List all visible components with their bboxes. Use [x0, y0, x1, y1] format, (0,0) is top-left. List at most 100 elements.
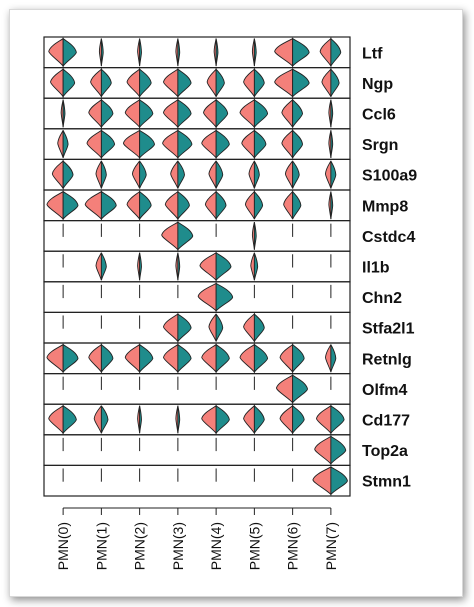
- violin-left-Srgn-5: [241, 129, 255, 160]
- x-tick-label-3: PMN(3): [170, 522, 186, 570]
- figure-card: [9, 9, 463, 597]
- violin-left-Ccl6-2: [124, 98, 141, 129]
- violin-right-Cstdc4-5: [253, 222, 257, 250]
- gene-label-Ccl6: Ccl6: [362, 107, 396, 124]
- x-tick-label-0: PMN(0): [55, 522, 71, 570]
- violin-left-Ngp-4: [206, 67, 217, 97]
- violin-left-Retnlg-0: [46, 343, 64, 374]
- violin-left-Ccl6-4: [203, 98, 217, 129]
- violin-left-Cstdc4-3: [161, 221, 179, 251]
- gene-label-Il1b: Il1b: [362, 260, 390, 277]
- gene-label-Retnlg: Retnlg: [362, 351, 412, 368]
- violin-left-Mmp8-2: [126, 190, 141, 221]
- violin-left-Ngp-1: [90, 67, 102, 99]
- violin-left-Cd177-1: [93, 405, 102, 434]
- violin-left-Chn2-4: [197, 282, 217, 313]
- violin-right-Ltf-6: [292, 37, 310, 68]
- violin-left-Olfm4-6: [275, 374, 294, 404]
- violin-left-S100a9-5: [248, 160, 255, 189]
- violin-right-Retnlg-6: [292, 343, 305, 374]
- violin-left-Srgn-4: [201, 129, 217, 160]
- violin-right-Srgn-6: [292, 128, 303, 159]
- violin-right-S100a9-5: [253, 160, 260, 189]
- gene-label-Ngp: Ngp: [362, 76, 393, 93]
- violin-left-Cd177-7: [316, 404, 332, 435]
- violin-left-Ngp-3: [163, 68, 179, 99]
- violin-right-Olfm4-6: [292, 374, 308, 405]
- violin-right-Ngp-4: [215, 67, 225, 97]
- violin-left-Ngp-2: [126, 67, 141, 99]
- gene-label-Chn2: Chn2: [362, 290, 402, 307]
- violin-left-S100a9-7: [325, 160, 332, 189]
- gene-label-Top2a: Top2a: [362, 443, 408, 460]
- violin-right-Srgn-3: [177, 129, 193, 160]
- x-tick-label-1: PMN(1): [93, 522, 109, 570]
- violin-right-Retnlg-1: [100, 343, 114, 374]
- violin-left-Retnlg-7: [325, 344, 332, 373]
- violin-right-Ngp-2: [139, 67, 152, 99]
- violin-right-S100a9-4: [215, 160, 224, 189]
- violin-left-S100a9-4: [208, 160, 217, 189]
- violin-right-Cd177-4: [215, 404, 230, 435]
- violin-right-Ccl6-6: [292, 98, 303, 128]
- violin-right-Ngp-7: [330, 67, 340, 97]
- violin-right-Ccl6-0: [62, 99, 66, 128]
- violin-left-Mmp8-4: [204, 190, 217, 221]
- gene-label-Srgn: Srgn: [362, 137, 398, 154]
- violin-right-Srgn-0: [62, 130, 69, 159]
- violin-left-Ltf-0: [48, 37, 64, 68]
- violin-right-Chn2-4: [215, 282, 234, 313]
- violin-left-Il1b-1: [95, 252, 102, 281]
- gene-label-S100a9: S100a9: [362, 168, 417, 185]
- violin-left-Ccl6-3: [163, 98, 179, 129]
- row-panel-Cstdc4: [43, 220, 351, 252]
- x-tick-label-4: PMN(4): [208, 522, 224, 570]
- violin-left-Ltf-6: [274, 37, 294, 68]
- violin-right-S100a9-6: [292, 160, 300, 189]
- violin-left-Srgn-6: [281, 129, 294, 160]
- violin-right-Cd177-3: [177, 405, 181, 434]
- gene-label-Olfm4: Olfm4: [362, 382, 407, 399]
- violin-left-Srgn-2: [122, 129, 141, 160]
- violin-right-Mmp8-2: [139, 190, 152, 221]
- row-panel-Stmn1: [43, 464, 351, 497]
- violin-right-Il1b-4: [215, 251, 232, 282]
- violin-right-Stmn1-7: [330, 465, 348, 496]
- violin-left-Ngp-5: [243, 67, 255, 99]
- violin-right-Srgn-5: [253, 129, 267, 160]
- violin-left-S100a9-0: [51, 159, 64, 191]
- row-panel-Chn2: [43, 281, 351, 313]
- violin-left-Retnlg-4: [201, 343, 217, 374]
- violin-right-Stfa2l1-3: [177, 312, 192, 343]
- violin-left-Ccl6-5: [239, 98, 255, 129]
- violin-left-Stfa2l1-4: [208, 313, 217, 342]
- violin-right-S100a9-3: [177, 160, 185, 189]
- violin-right-Ltf-3: [177, 38, 181, 67]
- gene-label-Ltf: Ltf: [362, 45, 383, 62]
- violin-left-Il1b-4: [199, 251, 217, 282]
- gene-label-Stfa2l1: Stfa2l1: [362, 321, 415, 338]
- violin-right-Srgn-4: [215, 129, 230, 160]
- violin-left-Mmp8-1: [84, 190, 102, 221]
- x-tick-label-6: PMN(6): [285, 522, 301, 570]
- violin-right-Ngp-5: [253, 67, 265, 97]
- violin-left-Srgn-0: [57, 130, 64, 159]
- violin-right-Retnlg-2: [139, 343, 154, 374]
- violin-right-Ltf-5: [253, 38, 257, 67]
- violin-left-Stfa2l1-5: [243, 312, 255, 344]
- violin-right-Top2a-7: [330, 435, 347, 466]
- violin-left-Ltf-7: [319, 37, 332, 68]
- violin-right-Ltf-2: [139, 38, 142, 67]
- violin-right-Ccl6-1: [100, 98, 114, 129]
- violin-right-Cd177-0: [62, 404, 77, 435]
- violin-right-S100a9-0: [62, 159, 74, 189]
- violin-left-Ccl6-1: [88, 98, 102, 129]
- gene-label-Cstdc4: Cstdc4: [362, 229, 415, 246]
- violin-right-Ccl6-4: [215, 98, 229, 129]
- violin-right-Ltf-1: [100, 38, 104, 67]
- violin-left-Retnlg-5: [239, 343, 255, 374]
- violin-right-Retnlg-4: [215, 343, 230, 374]
- violin-left-Mmp8-3: [164, 190, 179, 221]
- row-panel-Il1b: [43, 250, 351, 283]
- violin-right-Cd177-1: [100, 405, 109, 434]
